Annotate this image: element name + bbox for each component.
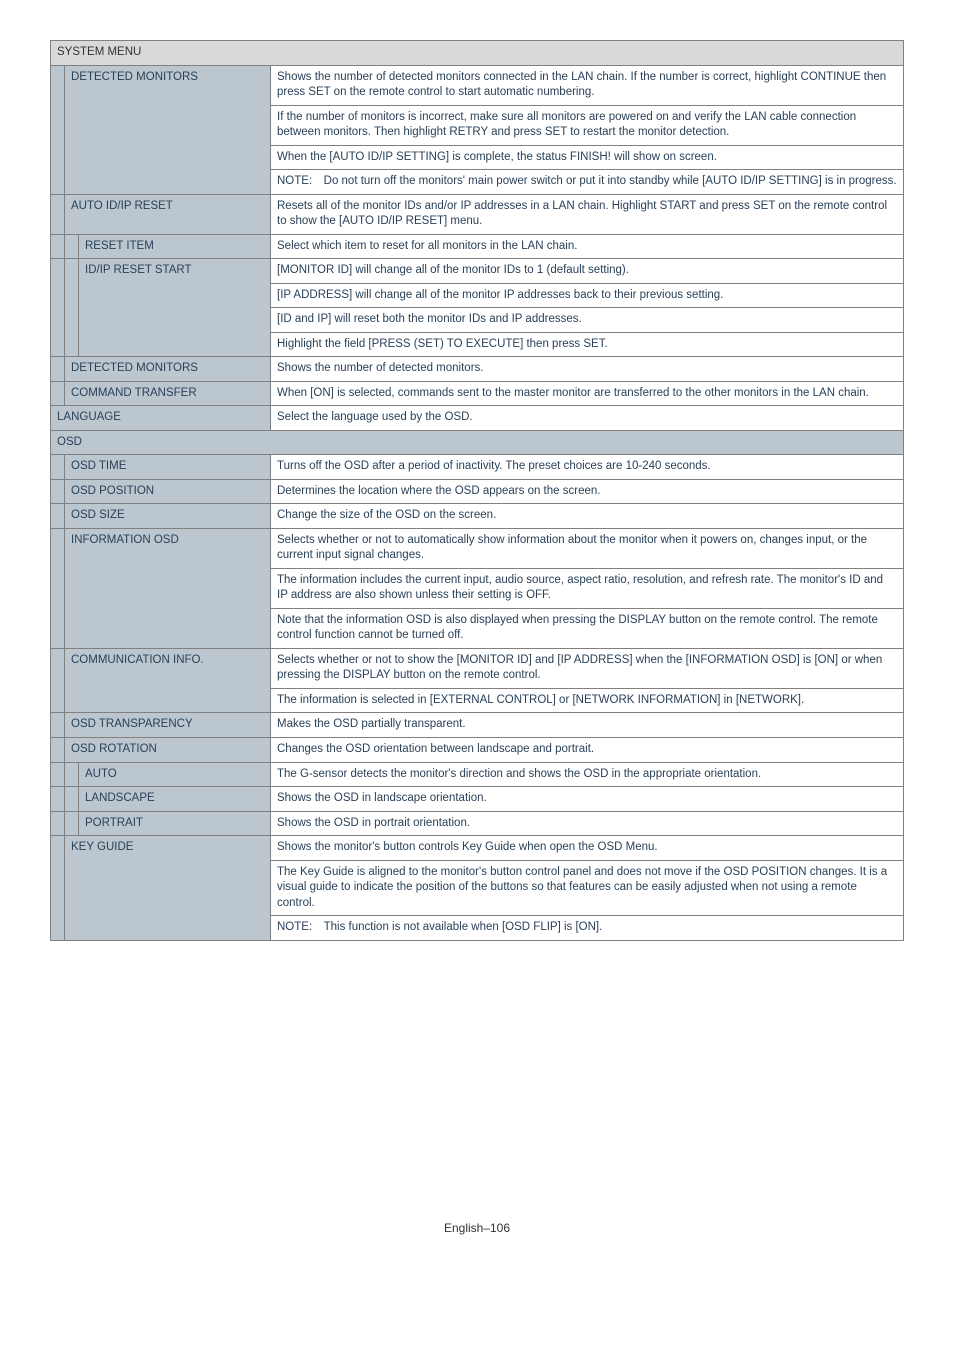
indent-spacer — [65, 259, 79, 357]
indent-spacer — [51, 737, 65, 762]
row-description: Shows the OSD in portrait orientation. — [271, 811, 904, 836]
indent-spacer — [65, 787, 79, 812]
indent-spacer — [51, 811, 65, 836]
indent-spacer — [51, 528, 65, 648]
row-description: [ID and IP] will reset both the monitor … — [271, 308, 904, 333]
page-footer: English–106 — [50, 1221, 904, 1235]
row-description: Determines the location where the OSD ap… — [271, 479, 904, 504]
row-label: PORTRAIT — [79, 811, 271, 836]
row-label: LANDSCAPE — [79, 787, 271, 812]
row-label: OSD ROTATION — [65, 737, 271, 762]
row-description: The information includes the current inp… — [271, 568, 904, 608]
row-label: OSD SIZE — [65, 504, 271, 529]
row-description: Shows the OSD in landscape orientation. — [271, 787, 904, 812]
row-description: [IP ADDRESS] will change all of the moni… — [271, 283, 904, 308]
indent-spacer — [51, 713, 65, 738]
row-description: Change the size of the OSD on the screen… — [271, 504, 904, 529]
row-description: Shows the number of detected monitors co… — [271, 65, 904, 105]
row-label: LANGUAGE — [51, 406, 271, 431]
indent-spacer — [51, 504, 65, 529]
row-label: RESET ITEM — [79, 234, 271, 259]
indent-spacer — [51, 194, 65, 234]
indent-spacer — [51, 381, 65, 406]
row-label: KEY GUIDE — [65, 836, 271, 941]
indent-spacer — [65, 762, 79, 787]
row-description: NOTE: This function is not available whe… — [271, 916, 904, 941]
system-menu-table: SYSTEM MENU DETECTED MONITORSShows the n… — [50, 40, 904, 941]
indent-spacer — [51, 787, 65, 812]
indent-spacer — [51, 357, 65, 382]
row-label: DETECTED MONITORS — [65, 357, 271, 382]
table-header: SYSTEM MENU — [51, 41, 904, 66]
indent-spacer — [51, 65, 65, 194]
row-description: Makes the OSD partially transparent. — [271, 713, 904, 738]
row-description: If the number of monitors is incorrect, … — [271, 105, 904, 145]
row-label: OSD POSITION — [65, 479, 271, 504]
row-description: NOTE: Do not turn off the monitors' main… — [271, 170, 904, 195]
row-description: Selects whether or not to automatically … — [271, 528, 904, 568]
row-label: COMMAND TRANSFER — [65, 381, 271, 406]
row-label: AUTO ID/IP RESET — [65, 194, 271, 234]
row-description: Note that the information OSD is also di… — [271, 608, 904, 648]
row-description: The Key Guide is aligned to the monitor'… — [271, 860, 904, 916]
indent-spacer — [51, 648, 65, 713]
row-label: OSD TRANSPARENCY — [65, 713, 271, 738]
indent-spacer — [51, 259, 65, 357]
row-description: Shows the monitor's button controls Key … — [271, 836, 904, 861]
indent-spacer — [51, 762, 65, 787]
row-description: When the [AUTO ID/IP SETTING] is complet… — [271, 145, 904, 170]
indent-spacer — [51, 836, 65, 941]
row-description: Highlight the field [PRESS (SET) TO EXEC… — [271, 332, 904, 357]
row-label: COMMUNICATION INFO. — [65, 648, 271, 713]
row-label: OSD TIME — [65, 455, 271, 480]
row-label: INFORMATION OSD — [65, 528, 271, 648]
indent-spacer — [65, 811, 79, 836]
indent-spacer — [51, 479, 65, 504]
indent-spacer — [65, 234, 79, 259]
row-description: Resets all of the monitor IDs and/or IP … — [271, 194, 904, 234]
row-label: DETECTED MONITORS — [65, 65, 271, 194]
indent-spacer — [51, 234, 65, 259]
row-description: Select the language used by the OSD. — [271, 406, 904, 431]
row-description: Turns off the OSD after a period of inac… — [271, 455, 904, 480]
row-label: OSD — [51, 430, 904, 455]
row-description: When [ON] is selected, commands sent to … — [271, 381, 904, 406]
row-description: Changes the OSD orientation between land… — [271, 737, 904, 762]
indent-spacer — [51, 455, 65, 480]
row-label: AUTO — [79, 762, 271, 787]
row-description: Shows the number of detected monitors. — [271, 357, 904, 382]
row-description: Select which item to reset for all monit… — [271, 234, 904, 259]
row-description: Selects whether or not to show the [MONI… — [271, 648, 904, 688]
row-description: The G-sensor detects the monitor's direc… — [271, 762, 904, 787]
row-description: The information is selected in [EXTERNAL… — [271, 688, 904, 713]
row-label: ID/IP RESET START — [79, 259, 271, 357]
row-description: [MONITOR ID] will change all of the moni… — [271, 259, 904, 284]
